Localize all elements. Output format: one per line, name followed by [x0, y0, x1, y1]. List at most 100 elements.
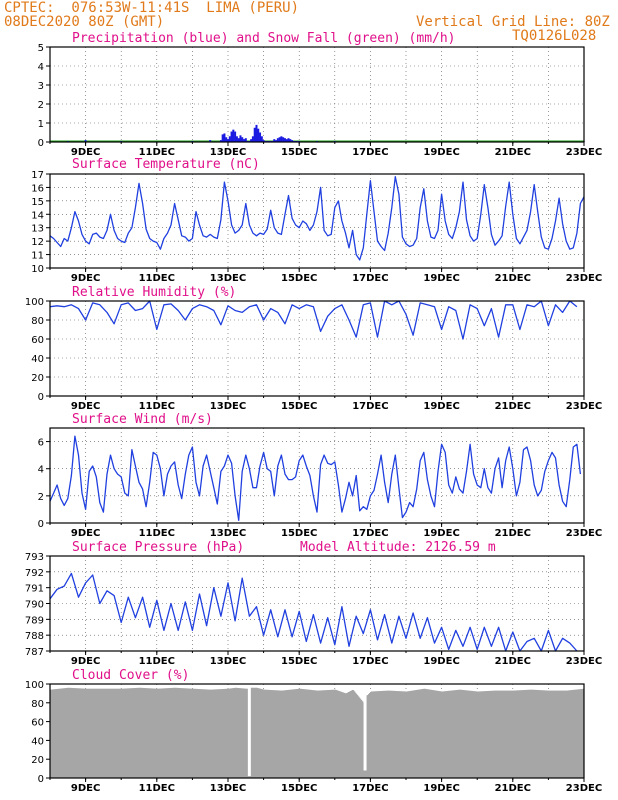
cloud-bar [431, 689, 433, 778]
cloud-bar [505, 690, 507, 778]
cloud-bar [569, 690, 571, 778]
cloud-bar [220, 689, 222, 778]
temp-xtick-label: 9DEC [71, 273, 100, 284]
cloud-bar [301, 688, 303, 778]
cloud-bar [542, 690, 544, 778]
cloud-bar [550, 690, 552, 778]
pressure-series-line [49, 572, 578, 652]
cloud-bar [80, 688, 82, 778]
cloud-bar [397, 691, 399, 778]
cloud-bar [560, 690, 562, 778]
cloud-bar [419, 689, 421, 778]
cloud-bar [478, 691, 480, 778]
cloud-bar [294, 689, 296, 778]
cloud-bar [312, 690, 314, 778]
precip-bar [221, 134, 224, 142]
cloud-bar [503, 690, 505, 778]
cloud-bar [239, 688, 241, 778]
cloud-bar [181, 688, 183, 778]
cloud-bar [403, 691, 405, 778]
cloud-bar [350, 691, 352, 778]
cloud-bar [370, 691, 372, 778]
cloud-bar [66, 687, 68, 778]
cloud-bar [246, 688, 248, 778]
cloud-bar [380, 691, 382, 778]
cloud-bar [105, 688, 107, 778]
precip-bar [287, 138, 290, 142]
cloud-bar [265, 689, 267, 778]
cloud-bar [149, 688, 151, 778]
cloud-bar [184, 688, 186, 778]
cloud-bar [375, 691, 377, 778]
cloud-bar [288, 689, 290, 778]
cloud-bar [300, 688, 302, 778]
cloud-bar [326, 690, 328, 778]
cloud-bar [67, 687, 69, 778]
cloud-bar [270, 689, 272, 778]
cloud-bar [532, 689, 534, 778]
cloud-bar [568, 690, 570, 778]
cloud-bar [494, 690, 496, 778]
cloud-bar [407, 691, 409, 778]
cloud-bar [108, 688, 110, 778]
cloud-bar [87, 688, 89, 778]
precip-bar [255, 124, 258, 142]
cloud-bar [521, 690, 523, 778]
cloud-xtick-label: 9DEC [71, 783, 100, 794]
cloud-bar [340, 691, 342, 778]
cloud-bar [308, 689, 310, 778]
temp-ytick-label: 11 [31, 251, 44, 262]
cloud-bar [412, 690, 414, 778]
cloud-bar [95, 688, 97, 778]
cloud-bar [409, 691, 411, 778]
cloud-bar [98, 688, 100, 778]
cloud-bar [339, 691, 341, 778]
cloud-bar [172, 687, 174, 778]
cloud-bar [543, 690, 545, 778]
cloud-bar [399, 691, 401, 778]
rh-xtick-label: 17DEC [352, 401, 388, 412]
wind-xtick-label: 11DEC [139, 528, 175, 539]
precip-bar [276, 138, 279, 142]
temp-xtick-label: 15DEC [281, 273, 317, 284]
cloud-bar [368, 694, 370, 778]
cloud-bar [374, 691, 376, 778]
cloud-bar [398, 691, 400, 778]
cloud-bar [472, 690, 474, 778]
cloud-bar [360, 698, 362, 778]
cloud-bar [430, 689, 432, 778]
cloud-bar [65, 688, 67, 778]
cloud-bar [55, 689, 57, 778]
pressure-ytick-label: 793 [25, 552, 44, 563]
precip-bar [223, 133, 226, 142]
temp-xtick-label: 23DEC [566, 273, 602, 284]
cloud-bar [171, 687, 173, 778]
cloud-bar [520, 690, 522, 778]
wind-xtick-label: 19DEC [423, 528, 459, 539]
pressure-frame [49, 555, 585, 652]
cloud-bar [245, 688, 247, 778]
cloud-bar [331, 689, 333, 778]
cloud-bar [177, 687, 179, 778]
cloud-bar [232, 688, 234, 778]
cloud-bar [352, 689, 354, 778]
cloud-bar [459, 689, 461, 778]
cloud-bar [261, 688, 263, 778]
cloud-bar [406, 691, 408, 778]
cloud-bar [283, 690, 285, 778]
cloud-bar [355, 692, 357, 778]
cloud-bar [457, 689, 459, 778]
cloud-bar [470, 690, 472, 778]
cloud-bar [535, 689, 537, 778]
cloud-bar [328, 689, 330, 778]
cloud-bar [354, 691, 356, 778]
cloud-bar [296, 689, 298, 778]
cloud-bar [200, 689, 202, 778]
cloud-bar [517, 690, 519, 778]
cloud-bar [231, 688, 233, 778]
cloud-bar [361, 699, 363, 778]
cloud-bar [401, 691, 403, 778]
cloud-bar [194, 688, 196, 778]
cloud-bar [410, 690, 412, 778]
cloud-bar [91, 688, 93, 778]
